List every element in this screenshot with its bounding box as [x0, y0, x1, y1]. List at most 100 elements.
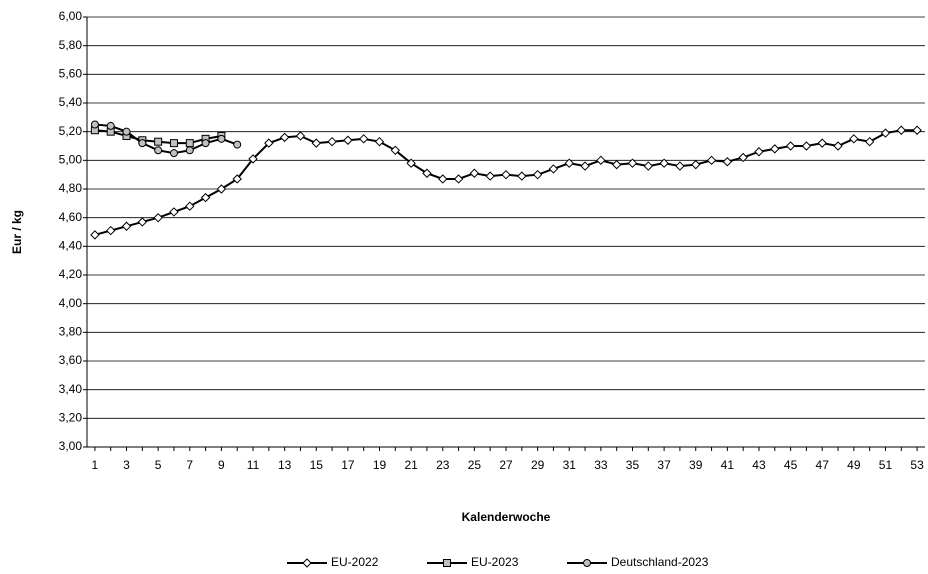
x-tick-label: 53	[910, 458, 924, 472]
y-tick-label: 4,40	[59, 239, 83, 253]
data-point	[106, 225, 116, 236]
data-point	[912, 125, 922, 135]
data-point	[232, 174, 242, 184]
x-tick-label: 9	[218, 458, 225, 472]
data-point	[169, 139, 178, 148]
data-point	[154, 137, 163, 146]
x-tick-label: 51	[879, 458, 893, 472]
data-point	[169, 149, 178, 158]
data-point	[327, 136, 337, 147]
x-tick-label: 1	[92, 458, 99, 472]
data-point	[295, 131, 306, 141]
data-point	[501, 169, 511, 180]
data-point	[185, 146, 194, 155]
data-point	[849, 134, 859, 144]
x-tick-label: 13	[278, 458, 292, 472]
data-point	[264, 138, 274, 148]
data-point	[675, 161, 685, 171]
data-point	[706, 155, 717, 166]
data-point	[532, 169, 543, 180]
data-point	[596, 155, 606, 166]
data-point	[801, 141, 812, 151]
y-tick-label: 5,20	[59, 124, 83, 138]
data-point	[137, 217, 148, 227]
data-point	[311, 138, 321, 148]
legend-marker	[302, 558, 312, 568]
x-tick-label: 27	[499, 458, 513, 472]
data-point	[216, 184, 227, 194]
y-tick-label: 3,00	[59, 439, 83, 453]
x-tick-label: 19	[373, 458, 387, 472]
y-tick-label: 6,00	[59, 9, 83, 23]
data-point	[754, 147, 764, 157]
legend-marker	[443, 559, 451, 567]
x-tick-label: 47	[816, 458, 830, 472]
data-point	[248, 154, 258, 164]
y-tick-label: 4,20	[59, 267, 83, 281]
data-point	[627, 158, 638, 168]
legend-label: EU-2022	[331, 555, 379, 569]
data-point	[517, 171, 527, 181]
data-point	[153, 212, 163, 223]
y-tick-label: 5,40	[59, 95, 83, 109]
data-point	[358, 134, 369, 144]
data-point	[422, 168, 432, 178]
data-point	[279, 132, 290, 143]
x-tick-label: 41	[721, 458, 735, 472]
y-tick-label: 4,60	[59, 210, 83, 224]
data-point	[580, 161, 590, 171]
data-point	[469, 168, 480, 178]
y-tick-label: 5,00	[59, 153, 83, 167]
data-point	[122, 127, 131, 136]
data-point	[201, 139, 210, 148]
x-tick-label: 21	[404, 458, 418, 472]
x-tick-label: 39	[689, 458, 703, 472]
data-point	[643, 161, 654, 171]
legend-label: EU-2023	[471, 555, 519, 569]
y-tick-label: 3,40	[59, 382, 83, 396]
data-point	[343, 135, 353, 145]
x-tick-label: 11	[247, 458, 260, 472]
x-tick-label: 29	[531, 458, 545, 472]
data-point	[154, 146, 163, 155]
data-point	[453, 174, 464, 184]
x-tick-label: 25	[468, 458, 482, 472]
data-point	[864, 136, 875, 147]
data-point	[106, 121, 115, 130]
data-point	[390, 145, 401, 156]
legend-marker	[583, 559, 591, 567]
data-point	[485, 171, 495, 181]
data-point	[548, 164, 559, 174]
data-point	[611, 159, 622, 170]
data-point	[90, 120, 99, 129]
x-tick-label: 23	[436, 458, 450, 472]
data-point	[833, 141, 843, 151]
y-tick-label: 3,20	[59, 411, 83, 425]
x-tick-label: 15	[310, 458, 324, 472]
x-tick-label: 35	[626, 458, 640, 472]
data-point	[90, 230, 100, 240]
x-tick-label: 5	[155, 458, 162, 472]
data-point	[659, 158, 669, 168]
data-point	[374, 136, 385, 147]
data-point	[770, 144, 780, 154]
data-point	[185, 139, 194, 148]
x-tick-label: 17	[341, 458, 355, 472]
x-tick-label: 7	[186, 458, 193, 472]
data-point	[880, 128, 891, 138]
data-point	[138, 139, 147, 148]
x-tick-label: 49	[847, 458, 861, 472]
y-tick-label: 3,60	[59, 353, 83, 367]
y-tick-label: 4,80	[59, 181, 83, 195]
x-tick-label: 43	[752, 458, 766, 472]
x-tick-label: 3	[123, 458, 130, 472]
data-point	[722, 157, 733, 167]
y-tick-label: 5,80	[59, 38, 83, 52]
data-point	[169, 207, 179, 217]
x-tick-label: 37	[657, 458, 671, 472]
x-tick-label: 33	[594, 458, 608, 472]
data-point	[738, 152, 748, 163]
x-axis-title: Kalenderwoche	[462, 510, 551, 524]
data-point	[896, 125, 906, 135]
data-point	[406, 158, 416, 168]
